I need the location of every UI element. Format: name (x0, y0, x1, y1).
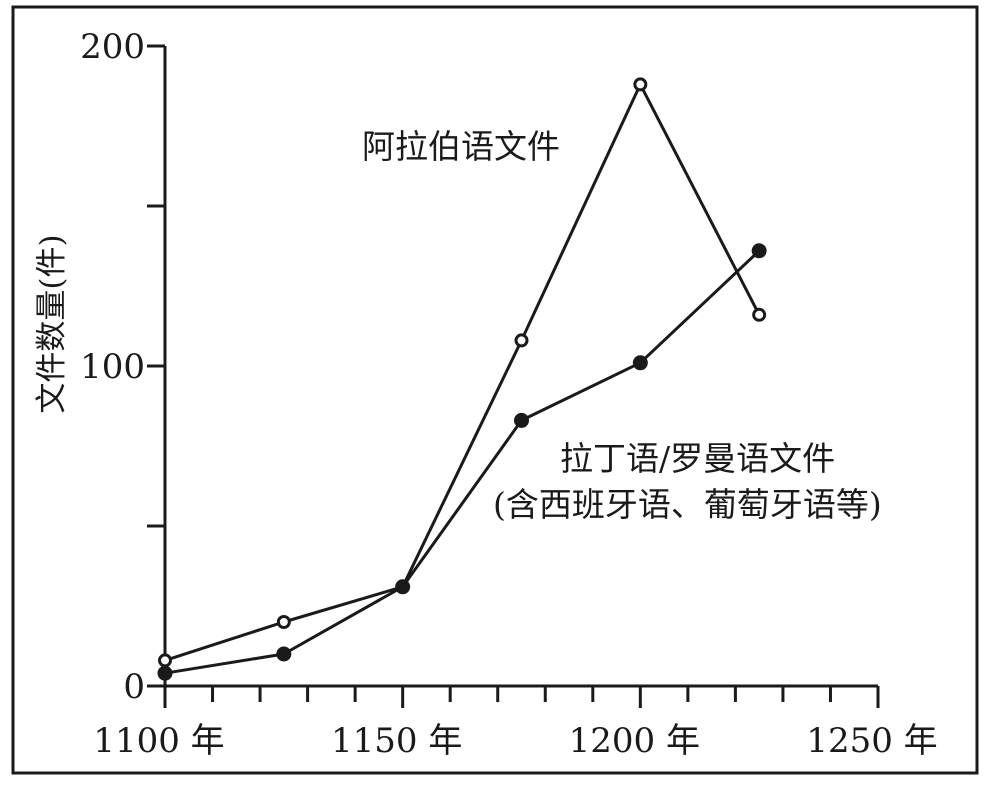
y-tick-label: 200 (80, 27, 145, 67)
y-tick-label: 0 (123, 667, 145, 707)
arabic-series-label: 阿拉伯语文件 (362, 127, 560, 166)
y-axis-label: 文件数量(件) (34, 234, 70, 413)
open-point-series-1 (514, 333, 529, 348)
y-tick-label: 100 (80, 347, 145, 387)
series-line-2 (164, 249, 761, 675)
x-tick-label: 1200 年 (569, 721, 700, 761)
x-tick-label: 1150 年 (331, 721, 462, 761)
open-point-series-1 (752, 307, 767, 322)
x-tick-label: 1100 年 (93, 721, 224, 761)
filled-point-series-2 (632, 355, 648, 371)
series-line-1 (164, 82, 761, 662)
open-point-series-1 (633, 77, 648, 92)
open-point-series-1 (276, 615, 291, 629)
series-layer (157, 77, 767, 681)
filled-point-series-2 (276, 646, 292, 662)
filled-point-series-2 (514, 412, 529, 428)
open-point-series-1 (158, 653, 172, 668)
filled-point-series-2 (157, 665, 173, 681)
x-tick-label: 1250 年 (806, 721, 937, 761)
axes: 1100 年 1150 年 1200 年 1250 年 0 100 200 (80, 27, 938, 761)
latin-series-label-note: (含西班牙语、葡萄牙语等) (493, 485, 882, 524)
chart-frame (11, 5, 979, 775)
latin-series-label: 拉丁语/罗曼语文件 (560, 439, 835, 478)
filled-point-series-2 (395, 579, 411, 595)
filled-point-series-2 (751, 243, 767, 259)
